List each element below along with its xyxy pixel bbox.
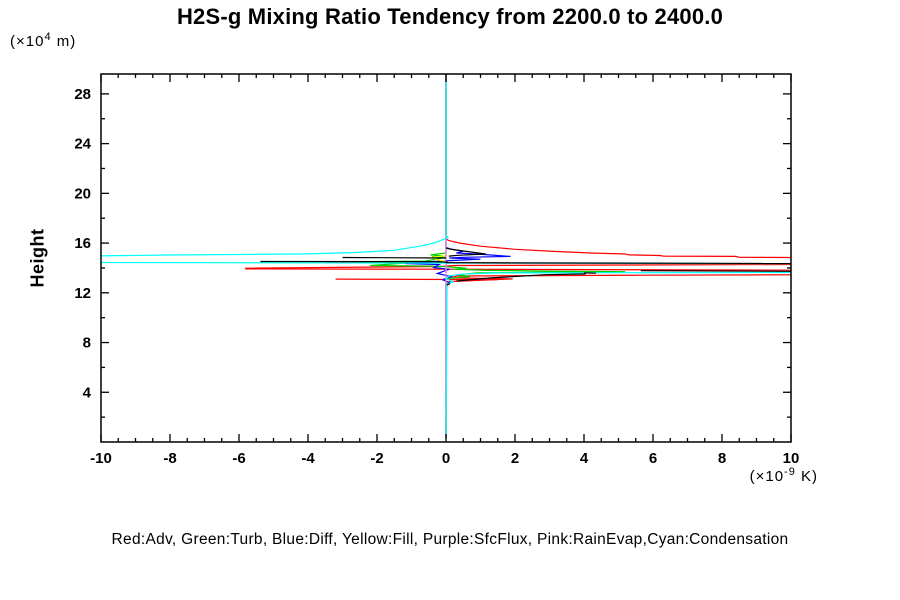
chart-title: H2S-g Mixing Ratio Tendency from 2200.0 … — [176, 4, 724, 29]
x-tick-label: -8 — [163, 450, 176, 467]
series-line — [640, 270, 791, 272]
series-line — [446, 283, 451, 286]
series-color-legend: Red:Adv, Green:Turb, Blue:Diff, Yellow:F… — [111, 531, 789, 548]
x-tick-label: 6 — [649, 450, 657, 467]
x-unit-exponent: -9 — [784, 466, 796, 478]
series-line — [245, 268, 791, 271]
series-line — [260, 260, 448, 263]
data-series-lines — [101, 74, 791, 439]
series-diff — [404, 74, 511, 439]
y-tick-label: 8 — [83, 335, 91, 352]
series-turb — [355, 74, 626, 439]
series-line — [245, 263, 791, 269]
x-tick-label: -10 — [90, 450, 112, 467]
series-line — [456, 273, 586, 282]
series-adv — [245, 74, 791, 439]
series-line — [342, 256, 447, 259]
x-tick-label: 8 — [718, 450, 726, 467]
x-unit-pre: (×10 — [749, 468, 785, 485]
y-axis-unit-label: (×104 m) — [10, 31, 76, 50]
axis-ticks — [100, 74, 792, 442]
y-tick-label: 20 — [74, 185, 91, 202]
y-unit-exponent: 4 — [44, 31, 52, 43]
y-unit-pre: (×10 — [10, 33, 45, 50]
series-net-black-unlabeled- — [260, 247, 791, 286]
y-tick-label: 12 — [74, 285, 91, 302]
y-tick-label: 16 — [74, 235, 91, 252]
series-line — [404, 74, 511, 439]
series-line — [445, 74, 791, 259]
series-line — [444, 271, 791, 439]
x-tick-label: -6 — [232, 450, 245, 467]
y-tick-label: 24 — [74, 136, 91, 153]
x-unit-post: K) — [795, 468, 818, 485]
series-line — [445, 274, 791, 439]
y-tick-label: 28 — [74, 86, 91, 103]
y-tick-label: 4 — [83, 384, 92, 401]
x-tick-label: 10 — [783, 450, 800, 467]
x-tick-label: 0 — [442, 450, 450, 467]
x-tick-label: 2 — [511, 450, 519, 467]
series-line — [445, 247, 486, 257]
x-tick-label: 4 — [580, 450, 589, 467]
x-tick-label: -4 — [301, 450, 315, 467]
series-line — [445, 262, 791, 265]
series-line — [355, 74, 626, 439]
y-unit-post: m) — [51, 33, 77, 50]
x-tick-label: -2 — [370, 450, 383, 467]
x-axis-unit-label: (×10-9 K) — [750, 466, 818, 485]
series-line — [101, 74, 450, 257]
